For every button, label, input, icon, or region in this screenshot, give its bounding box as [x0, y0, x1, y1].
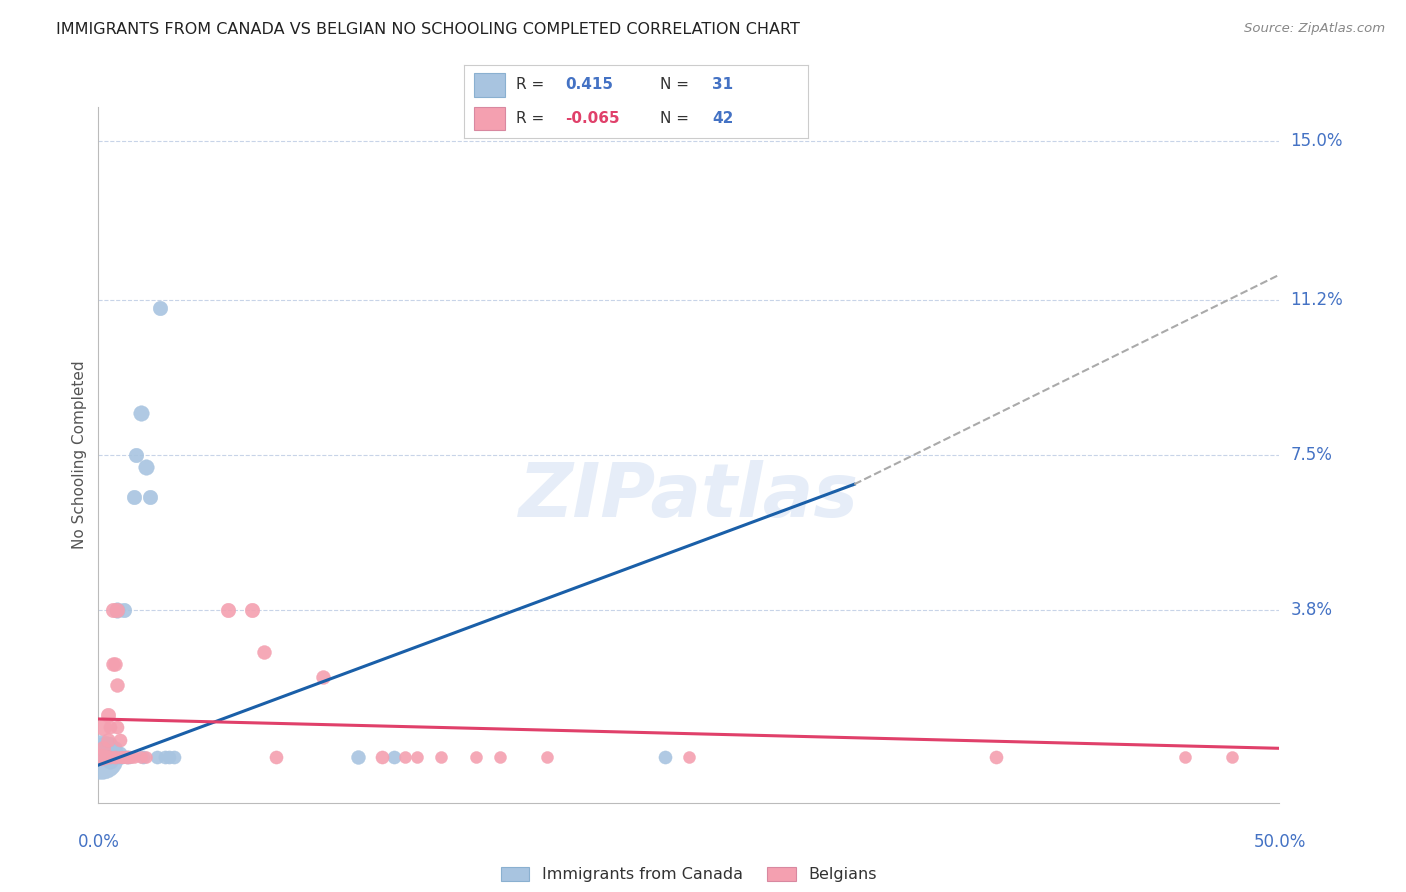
Point	[105, 603, 128, 617]
Point	[112, 603, 135, 617]
Text: R =: R =	[516, 78, 544, 93]
Point	[678, 749, 700, 764]
Point	[98, 737, 121, 751]
Point	[98, 720, 121, 734]
Point	[149, 301, 172, 316]
Point	[1220, 749, 1243, 764]
Point	[163, 749, 186, 764]
Point	[122, 749, 145, 764]
Text: 0.415: 0.415	[565, 78, 613, 93]
Point	[108, 749, 131, 764]
Point	[94, 746, 117, 760]
Text: N =: N =	[661, 111, 689, 126]
Text: 7.5%: 7.5%	[1291, 446, 1333, 464]
Point	[101, 603, 124, 617]
Text: 15.0%: 15.0%	[1291, 132, 1343, 150]
Point	[104, 741, 127, 756]
Point	[97, 733, 120, 747]
Point	[101, 746, 124, 760]
Point	[125, 448, 148, 462]
Point	[132, 749, 155, 764]
Point	[108, 746, 131, 760]
Point	[104, 749, 127, 764]
Point	[312, 670, 335, 684]
Point	[112, 749, 135, 764]
Point	[382, 749, 405, 764]
Text: 11.2%: 11.2%	[1291, 291, 1343, 309]
Point	[97, 707, 120, 722]
Point	[108, 733, 131, 747]
Text: 0.0%: 0.0%	[77, 833, 120, 851]
Bar	[474, 73, 505, 96]
Point	[430, 749, 453, 764]
Point	[253, 645, 276, 659]
Point	[129, 749, 152, 764]
Point	[90, 749, 112, 764]
Point	[115, 749, 138, 764]
Text: IMMIGRANTS FROM CANADA VS BELGIAN NO SCHOOLING COMPLETED CORRELATION CHART: IMMIGRANTS FROM CANADA VS BELGIAN NO SCH…	[56, 22, 800, 37]
Point	[129, 406, 152, 420]
Point	[94, 749, 117, 764]
Point	[122, 490, 145, 504]
Point	[217, 603, 239, 617]
Point	[406, 749, 429, 764]
Point	[91, 741, 114, 756]
Point	[139, 490, 162, 504]
Point	[157, 749, 180, 764]
Point	[153, 749, 176, 764]
Point	[394, 749, 416, 764]
Y-axis label: No Schooling Completed: No Schooling Completed	[72, 360, 87, 549]
Point	[135, 460, 157, 475]
Text: ZIPatlas: ZIPatlas	[519, 460, 859, 533]
Text: N =: N =	[661, 78, 689, 93]
Legend: Immigrants from Canada, Belgians: Immigrants from Canada, Belgians	[495, 861, 883, 888]
Point	[98, 754, 121, 768]
Point	[104, 749, 127, 764]
Point	[118, 749, 141, 764]
Point	[146, 749, 169, 764]
Point	[101, 657, 124, 672]
Point	[98, 749, 121, 764]
Text: 42: 42	[711, 111, 734, 126]
Point	[91, 741, 114, 756]
Point	[105, 603, 128, 617]
Point	[115, 749, 138, 764]
Text: 3.8%: 3.8%	[1291, 601, 1333, 619]
Point	[91, 720, 114, 734]
Point	[104, 657, 127, 672]
Text: R =: R =	[516, 111, 544, 126]
Point	[105, 678, 128, 692]
Point	[489, 749, 512, 764]
Point	[465, 749, 488, 764]
Text: -0.065: -0.065	[565, 111, 620, 126]
Point	[1174, 749, 1197, 764]
Point	[111, 749, 134, 764]
Point	[111, 749, 134, 764]
Point	[536, 749, 558, 764]
Point	[371, 749, 394, 764]
Point	[105, 720, 128, 734]
Point	[240, 603, 263, 617]
Text: 31: 31	[711, 78, 733, 93]
Point	[121, 749, 143, 764]
Point	[111, 749, 134, 764]
Point	[264, 749, 287, 764]
Point	[111, 749, 134, 764]
Point	[347, 749, 370, 764]
Point	[654, 749, 676, 764]
Point	[97, 749, 120, 764]
Point	[118, 749, 141, 764]
Text: Source: ZipAtlas.com: Source: ZipAtlas.com	[1244, 22, 1385, 36]
Point	[135, 749, 157, 764]
Point	[90, 749, 112, 764]
Bar	[474, 107, 505, 130]
Text: 50.0%: 50.0%	[1253, 833, 1306, 851]
Point	[984, 749, 1007, 764]
Point	[105, 749, 128, 764]
